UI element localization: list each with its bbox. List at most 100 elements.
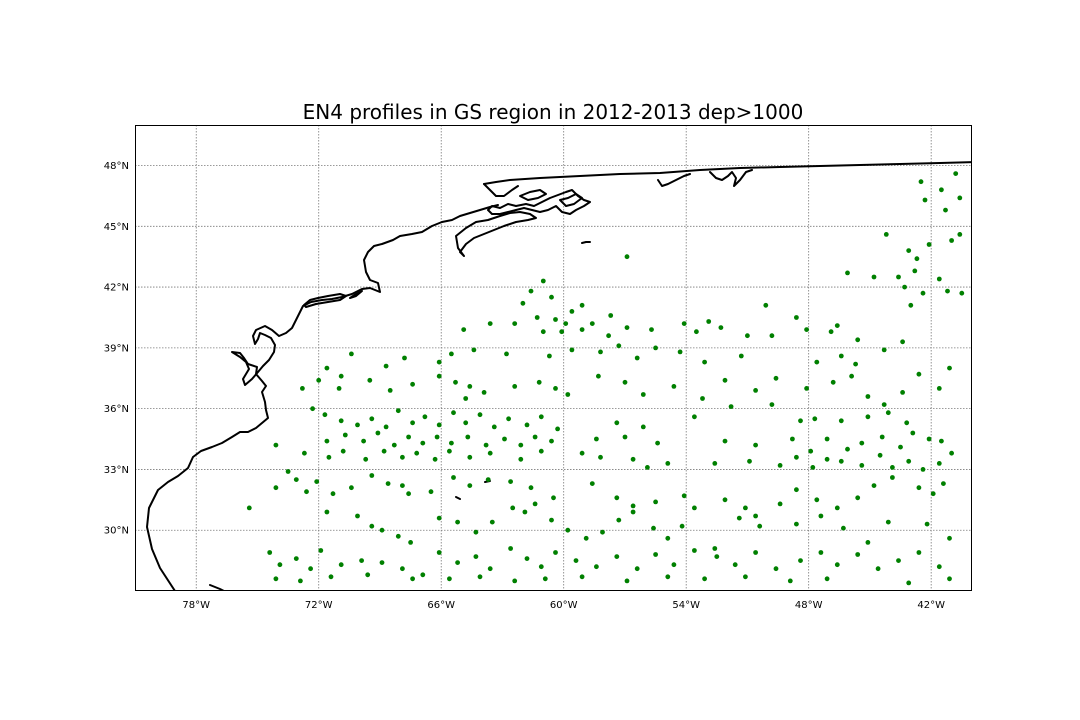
profile-point <box>871 274 877 280</box>
profile-point <box>947 576 952 582</box>
profile-point <box>859 440 865 446</box>
profile-point <box>379 560 385 565</box>
cape-breton <box>559 193 583 207</box>
x-tick-label: 48°W <box>795 600 823 611</box>
profile-point <box>381 448 387 454</box>
profile-point <box>422 414 428 420</box>
profile-point <box>451 410 456 416</box>
profile-point <box>598 349 603 355</box>
profile-point <box>714 554 720 559</box>
profile-point <box>428 489 434 495</box>
profile-point <box>336 386 342 391</box>
profile-point <box>906 580 912 586</box>
profile-point <box>855 337 861 343</box>
profile-point <box>569 347 575 353</box>
profile-point <box>845 270 850 276</box>
profile-point <box>777 501 783 507</box>
profile-point <box>706 319 712 324</box>
profile-point <box>355 422 360 428</box>
profile-point <box>540 278 546 284</box>
profile-point <box>436 373 442 379</box>
profile-point <box>367 377 373 383</box>
profile-point <box>559 329 565 335</box>
profile-point <box>855 552 861 557</box>
profile-point <box>502 436 507 442</box>
profile-point <box>757 523 763 529</box>
profile-point <box>487 566 493 572</box>
profile-point <box>769 402 775 407</box>
profile-point <box>538 414 544 420</box>
profile-point <box>936 564 942 570</box>
profile-point <box>943 207 948 213</box>
profile-point <box>838 418 844 424</box>
profile-point <box>273 442 279 448</box>
profile-point <box>549 438 554 444</box>
nova-scotia <box>455 211 537 257</box>
profile-point <box>579 450 585 456</box>
profile-point <box>328 574 334 580</box>
profile-point <box>453 379 458 385</box>
profile-point <box>579 302 585 308</box>
profile-point <box>573 558 579 563</box>
profile-point <box>455 519 460 525</box>
sable-island <box>581 241 591 244</box>
profile-point <box>926 436 932 442</box>
profile-point <box>810 465 816 470</box>
profile-point <box>834 562 840 568</box>
profile-point <box>487 450 493 456</box>
profile-point <box>606 333 611 339</box>
profile-point <box>794 521 799 527</box>
profile-point <box>747 458 752 464</box>
y-tick-label: 36°N <box>104 404 129 415</box>
profile-point <box>569 309 575 314</box>
profile-point <box>763 302 769 308</box>
profile-point <box>883 232 889 237</box>
profile-point <box>753 550 758 555</box>
x-tick-label: 60°W <box>550 600 578 611</box>
profile-point <box>385 481 391 486</box>
profile-point <box>877 452 883 458</box>
profile-point <box>463 396 469 401</box>
profile-point <box>342 432 348 438</box>
profile-point <box>538 564 544 570</box>
profile-point <box>753 388 758 393</box>
profile-point <box>722 438 728 444</box>
profile-point <box>614 495 620 501</box>
profile-point <box>824 576 830 582</box>
profile-point <box>838 353 844 359</box>
profile-point <box>434 434 440 440</box>
profile-point <box>798 558 803 563</box>
profile-point <box>653 552 658 557</box>
profile-point <box>939 187 944 193</box>
profile-point <box>473 554 479 559</box>
profile-point <box>553 317 558 322</box>
profile-point <box>322 412 328 418</box>
profile-point <box>383 424 389 430</box>
profile-point <box>540 329 546 335</box>
profile-point <box>853 361 858 367</box>
profile-point <box>865 394 871 399</box>
profile-point <box>598 454 603 460</box>
profile-point <box>916 550 922 555</box>
profile-point <box>912 268 918 274</box>
profile-point <box>302 450 307 456</box>
profile-point <box>477 412 483 418</box>
profile-point <box>489 519 495 525</box>
profile-point <box>512 321 518 326</box>
profile-point <box>330 491 336 497</box>
profile-point <box>941 481 946 486</box>
profile-point <box>565 527 571 533</box>
profile-point <box>549 517 554 523</box>
profile-point <box>624 578 630 584</box>
profile-point <box>728 404 734 409</box>
profile-point <box>551 495 556 501</box>
profile-point <box>794 487 799 493</box>
x-axis-ticks: 78°W 72°W 66°W 60°W 54°W 48°W 42°W <box>182 600 945 611</box>
profile-point <box>890 475 895 480</box>
profile-point <box>743 574 748 580</box>
profile-point <box>624 254 630 260</box>
profile-point <box>898 444 903 450</box>
profile-point <box>608 313 614 318</box>
profile-point <box>293 477 299 482</box>
profile-point <box>298 578 303 584</box>
